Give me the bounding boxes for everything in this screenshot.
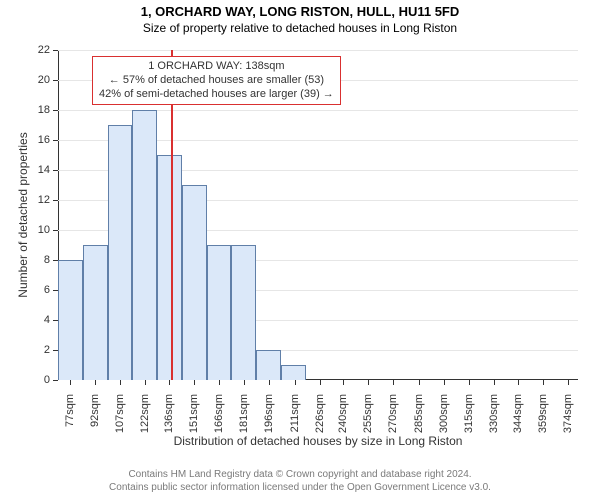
x-tick-label: 226sqm xyxy=(314,394,326,444)
histogram-bar xyxy=(256,350,281,380)
x-tick-label: 255sqm xyxy=(362,394,374,444)
x-tick-label: 107sqm xyxy=(114,394,126,444)
chart-container: 1, ORCHARD WAY, LONG RISTON, HULL, HU11 … xyxy=(0,0,600,500)
x-tick-label: 344sqm xyxy=(512,394,524,444)
annotation-line-2: ← 57% of detached houses are smaller (53… xyxy=(99,74,334,88)
histogram-bar xyxy=(207,245,230,380)
x-tick-label: 240sqm xyxy=(337,394,349,444)
footer-line-1: Contains HM Land Registry data © Crown c… xyxy=(0,468,600,481)
chart-title-main: 1, ORCHARD WAY, LONG RISTON, HULL, HU11 … xyxy=(0,0,600,19)
x-tick-label: 285sqm xyxy=(413,394,425,444)
x-tick-label: 136sqm xyxy=(163,394,175,444)
x-tick-label: 374sqm xyxy=(562,394,574,444)
histogram-bar xyxy=(132,110,157,380)
y-tick-label: 14 xyxy=(0,164,50,176)
x-tick-label: 151sqm xyxy=(188,394,200,444)
y-tick-label: 18 xyxy=(0,104,50,116)
y-tick-label: 20 xyxy=(0,74,50,86)
y-tick-label: 2 xyxy=(0,344,50,356)
histogram-bar xyxy=(157,155,182,380)
x-tick-label: 330sqm xyxy=(488,394,500,444)
y-tick-label: 0 xyxy=(0,374,50,386)
histogram-bar xyxy=(231,245,256,380)
y-axis-title: Number of detached properties xyxy=(16,50,30,380)
x-tick-label: 300sqm xyxy=(438,394,450,444)
x-tick-label: 196sqm xyxy=(263,394,275,444)
annotation-box: 1 ORCHARD WAY: 138sqm ← 57% of detached … xyxy=(92,56,341,105)
x-tick-label: 270sqm xyxy=(387,394,399,444)
y-tick-label: 22 xyxy=(0,44,50,56)
annotation-line-1: 1 ORCHARD WAY: 138sqm xyxy=(99,60,334,74)
histogram-bar xyxy=(58,260,83,380)
x-tick-label: 315sqm xyxy=(463,394,475,444)
y-tick-label: 4 xyxy=(0,314,50,326)
histogram-bar xyxy=(182,185,207,380)
x-tick-label: 77sqm xyxy=(64,394,76,444)
histogram-bar xyxy=(281,365,306,380)
y-tick-label: 8 xyxy=(0,254,50,266)
x-tick-label: 92sqm xyxy=(89,394,101,444)
y-tick-label: 16 xyxy=(0,134,50,146)
annotation-line-3: 42% of semi-detached houses are larger (… xyxy=(99,88,334,102)
x-tick-label: 211sqm xyxy=(289,394,301,444)
histogram-bar xyxy=(83,245,108,380)
y-tick-label: 10 xyxy=(0,224,50,236)
x-tick-label: 166sqm xyxy=(213,394,225,444)
y-tick-label: 6 xyxy=(0,284,50,296)
footer-credits: Contains HM Land Registry data © Crown c… xyxy=(0,468,600,494)
histogram-bar xyxy=(108,125,131,380)
x-tick-label: 122sqm xyxy=(139,394,151,444)
footer-line-2: Contains public sector information licen… xyxy=(0,481,600,494)
x-tick-label: 181sqm xyxy=(238,394,250,444)
y-tick-label: 12 xyxy=(0,194,50,206)
x-tick-label: 359sqm xyxy=(537,394,549,444)
chart-title-sub: Size of property relative to detached ho… xyxy=(0,19,600,35)
